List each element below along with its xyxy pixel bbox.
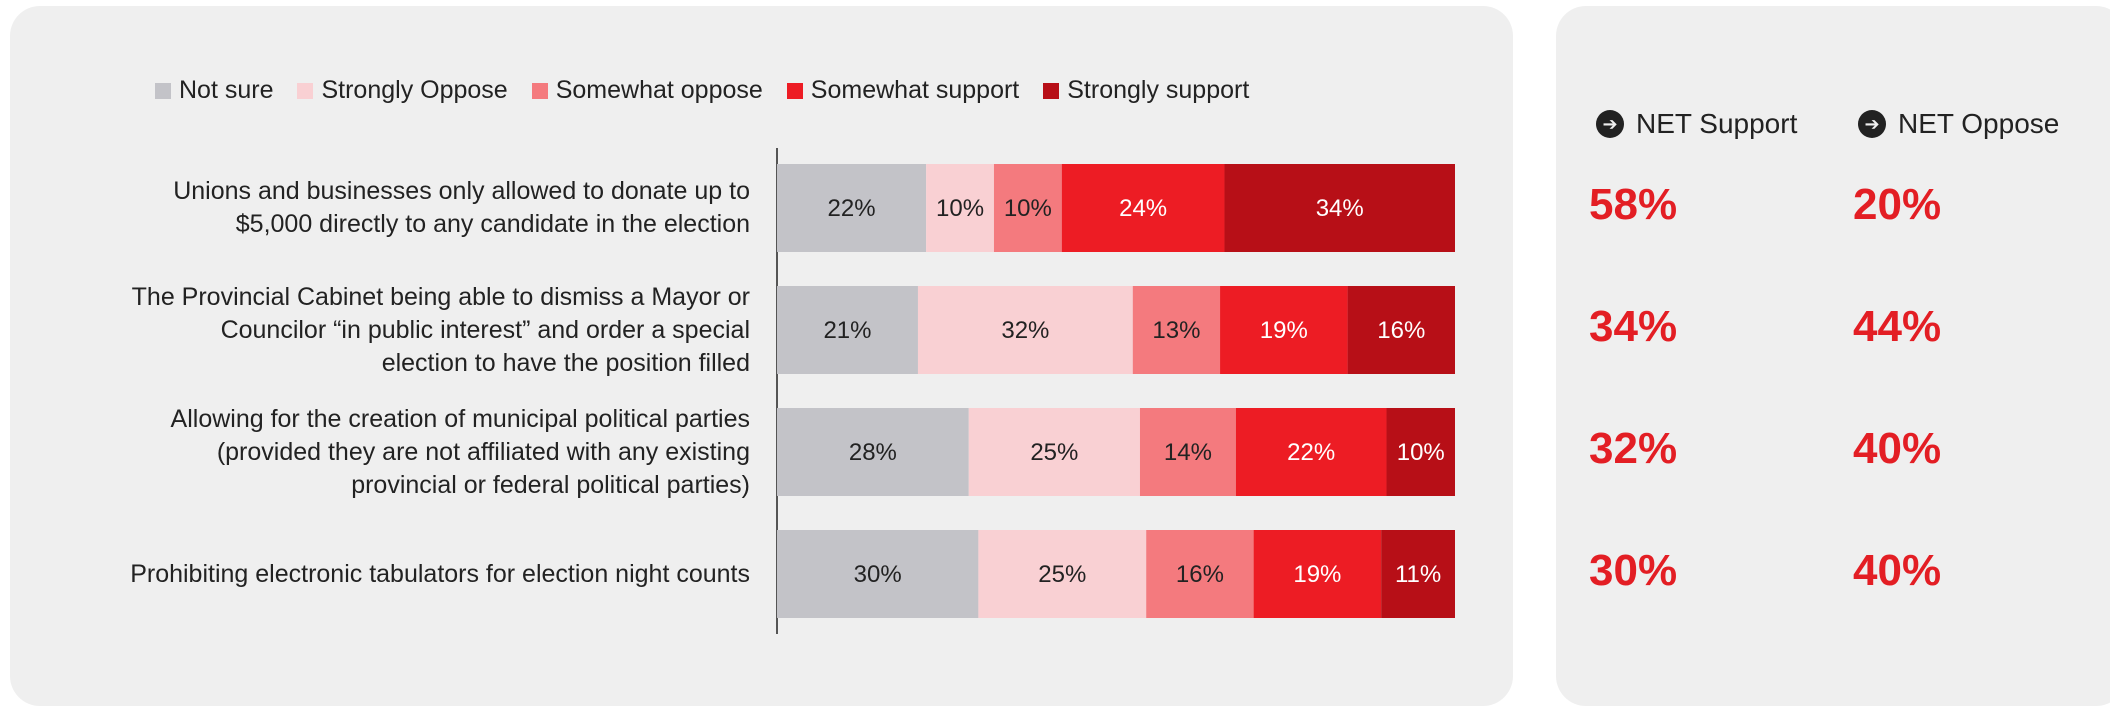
legend-label: Not sure xyxy=(179,76,274,104)
category-label-line: Allowing for the creation of municipal p… xyxy=(170,404,750,433)
bar-segment xyxy=(926,164,994,252)
legend-item: Strongly Oppose xyxy=(297,76,508,105)
net-oppose-label: NET Oppose xyxy=(1898,108,2060,139)
bar-segment xyxy=(1220,286,1348,374)
net-oppose-value: 40% xyxy=(1853,424,1942,473)
legend-item: Somewhat oppose xyxy=(531,76,763,105)
legend-swatch xyxy=(155,82,171,99)
data-label: 10% xyxy=(1004,195,1052,222)
bar-segment xyxy=(917,286,1133,374)
category-label-line: $5,000 directly to any candidate in the … xyxy=(235,210,750,238)
category-label: Unions and businesses only allowed to do… xyxy=(10,175,750,241)
bar-segment xyxy=(968,408,1140,496)
legend-swatch xyxy=(297,82,314,99)
category-label-line: election to have the position filled xyxy=(381,348,750,377)
data-label: 30% xyxy=(854,561,902,588)
category-label-line: (provided they are not affiliated with a… xyxy=(216,437,750,466)
net-support-label: NET Support xyxy=(1636,108,1798,139)
data-label: 16% xyxy=(1377,317,1425,344)
bar-segment xyxy=(777,286,918,374)
legend-item: Somewhat support xyxy=(786,76,1020,105)
data-label: 32% xyxy=(1001,317,1049,344)
arrow-right-circle-icon: ➔ xyxy=(1858,110,1886,138)
data-label: 34% xyxy=(1316,195,1364,222)
bar-segment xyxy=(1132,286,1221,374)
data-label: 24% xyxy=(1119,195,1167,222)
net-oppose-value: 44% xyxy=(1853,302,1942,351)
data-label: 13% xyxy=(1152,317,1200,344)
data-label: 16% xyxy=(1176,561,1224,588)
category-label: Allowing for the creation of municipal p… xyxy=(10,403,750,502)
bar-segment xyxy=(1253,530,1382,618)
legend-label: Somewhat support xyxy=(810,76,1020,104)
bar-segment xyxy=(777,408,969,496)
data-label: 25% xyxy=(1030,439,1078,466)
data-label: 22% xyxy=(1287,439,1335,466)
legend-swatch xyxy=(786,82,803,99)
data-label: 19% xyxy=(1293,561,1341,588)
legend-item: Strongly support xyxy=(1043,76,1249,105)
legend-item: Not sure xyxy=(155,76,273,105)
bar-segment xyxy=(978,530,1147,618)
legend-label: Somewhat oppose xyxy=(555,76,763,104)
bar-segment xyxy=(1139,408,1236,496)
net-oppose-header: ➔ NET Oppose xyxy=(1858,108,2059,140)
data-label: 10% xyxy=(936,195,984,222)
net-oppose-value: 40% xyxy=(1853,546,1942,595)
legend-label: Strongly Oppose xyxy=(321,76,508,104)
data-label: 19% xyxy=(1260,317,1308,344)
bar-segment xyxy=(1386,408,1455,496)
category-label-line: Prohibiting electronic tabulators for el… xyxy=(130,559,750,588)
net-support-header: ➔ NET Support xyxy=(1596,108,1797,140)
bar-segment xyxy=(777,530,979,618)
data-label: 14% xyxy=(1164,439,1212,466)
net-oppose-value: 20% xyxy=(1853,180,1942,229)
category-label-line: Councilor “in public interest” and order… xyxy=(220,315,750,344)
data-label: 10% xyxy=(1397,439,1445,466)
data-label: 25% xyxy=(1038,561,1086,588)
legend-label: Strongly support xyxy=(1067,76,1250,104)
net-panel xyxy=(1556,6,2110,706)
bar-segment xyxy=(1347,286,1455,374)
net-support-value: 58% xyxy=(1589,180,1678,229)
data-label: 21% xyxy=(823,317,871,344)
bar-segment xyxy=(1381,530,1455,618)
legend-swatch xyxy=(1043,82,1060,99)
data-label: 22% xyxy=(828,195,876,222)
bar-segment xyxy=(1061,164,1225,252)
category-label-line: The Provincial Cabinet being able to dis… xyxy=(131,282,750,311)
category-label: Prohibiting electronic tabulators for el… xyxy=(10,558,750,591)
data-label: 28% xyxy=(849,439,897,466)
category-label-line: provincial or federal political parties) xyxy=(351,470,750,499)
legend: Not sure Strongly Oppose Somewhat oppose So… xyxy=(155,76,1273,105)
arrow-right-circle-icon: ➔ xyxy=(1596,110,1624,138)
category-label-line: Unions and businesses only allowed to do… xyxy=(173,177,750,205)
net-support-value: 30% xyxy=(1589,546,1678,595)
bar-segment xyxy=(777,164,927,252)
legend-swatch xyxy=(531,82,548,99)
bar-segment xyxy=(993,164,1062,252)
category-label: The Provincial Cabinet being able to dis… xyxy=(10,281,750,380)
bar-segment xyxy=(1146,530,1254,618)
net-support-value: 32% xyxy=(1589,424,1678,473)
bar-segment xyxy=(1224,164,1455,252)
bar-segment xyxy=(1235,408,1387,496)
net-support-value: 34% xyxy=(1589,302,1678,351)
data-label: 11% xyxy=(1395,561,1441,588)
